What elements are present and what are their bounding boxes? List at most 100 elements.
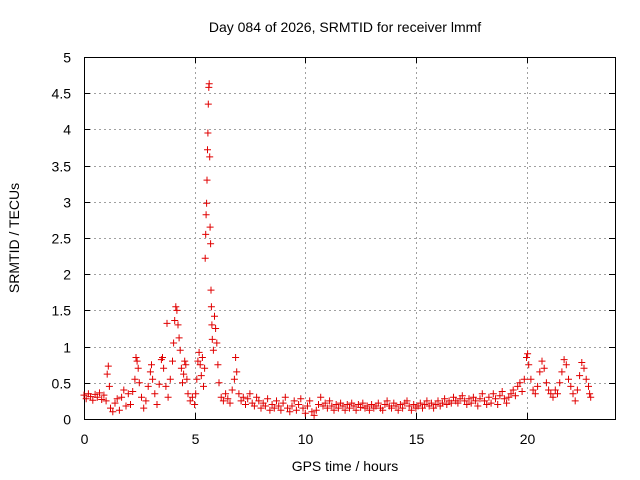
data-point <box>111 399 119 407</box>
data-point <box>315 401 322 408</box>
data-point <box>98 396 106 403</box>
data-point <box>124 390 132 398</box>
data-point <box>434 397 442 405</box>
y-tick-label: 0 <box>63 412 71 428</box>
y-tick-label: 3 <box>63 195 71 211</box>
data-point <box>483 401 491 408</box>
data-point <box>516 379 524 387</box>
data-point <box>527 375 535 383</box>
data-point <box>447 399 455 407</box>
data-point <box>565 375 572 383</box>
data-point <box>192 390 200 398</box>
data-point <box>343 401 351 408</box>
y-tick-label: 2 <box>63 267 71 283</box>
data-point <box>233 368 241 376</box>
y-tick-label: 3.5 <box>52 159 72 175</box>
data-point <box>383 397 391 405</box>
data-point <box>202 230 210 238</box>
data-point <box>209 346 217 354</box>
data-point <box>207 240 215 248</box>
data-point <box>109 408 117 416</box>
data-point <box>281 393 289 401</box>
data-points <box>80 80 595 419</box>
data-point <box>478 390 486 398</box>
data-point <box>115 406 123 414</box>
data-point <box>142 397 150 405</box>
data-point <box>228 386 236 394</box>
data-point <box>573 386 581 394</box>
data-point <box>202 211 210 219</box>
data-point <box>551 386 559 394</box>
data-point <box>253 393 261 401</box>
data-point <box>237 397 245 405</box>
data-point <box>163 319 171 327</box>
data-point <box>352 406 360 414</box>
data-point <box>525 361 533 369</box>
data-point <box>524 350 532 358</box>
data-point <box>159 354 166 361</box>
data-point <box>203 176 211 184</box>
data-point <box>226 399 234 407</box>
data-point <box>264 395 272 403</box>
data-point <box>186 397 194 405</box>
data-point <box>279 399 287 407</box>
data-point <box>332 401 340 408</box>
data-point <box>144 382 152 390</box>
data-point <box>133 357 141 365</box>
data-point <box>127 401 134 408</box>
data-point <box>120 386 128 394</box>
data-point <box>540 364 548 372</box>
data-point <box>580 364 588 372</box>
data-point <box>536 368 544 376</box>
data-point <box>284 404 291 412</box>
y-tick-label: 4 <box>63 122 71 138</box>
data-point <box>374 399 382 407</box>
y-tick-label: 1 <box>63 340 71 356</box>
data-point <box>500 395 508 403</box>
data-point <box>201 254 209 262</box>
y-tick-label: 4.5 <box>52 86 72 102</box>
y-tick-label: 2.5 <box>52 231 72 247</box>
data-point <box>578 359 586 366</box>
data-point <box>489 390 497 398</box>
data-point <box>235 390 243 398</box>
x-tick-label: 15 <box>409 431 425 447</box>
data-point <box>172 303 180 311</box>
data-point <box>567 382 575 390</box>
data-point <box>222 390 230 398</box>
grid-layer <box>84 57 615 419</box>
data-point <box>255 397 263 405</box>
data-point <box>257 404 265 412</box>
data-point <box>164 393 172 401</box>
data-point <box>576 372 584 380</box>
data-point <box>562 361 570 369</box>
data-point <box>405 402 413 410</box>
data-point <box>472 397 480 405</box>
data-point <box>191 401 199 408</box>
data-point <box>467 399 475 407</box>
data-point <box>441 395 449 403</box>
data-point <box>208 321 216 329</box>
data-point <box>498 388 506 395</box>
data-point <box>217 393 225 401</box>
data-point <box>379 406 387 414</box>
data-point <box>476 395 484 403</box>
data-point <box>151 390 159 398</box>
data-point <box>194 357 202 365</box>
data-point <box>542 379 550 387</box>
data-point <box>487 399 495 407</box>
data-point <box>407 406 415 414</box>
data-point <box>558 368 566 376</box>
data-point <box>496 392 504 400</box>
data-point <box>292 406 300 414</box>
data-point <box>138 393 145 401</box>
data-point <box>326 397 334 405</box>
data-point <box>198 354 206 361</box>
data-point <box>312 406 320 414</box>
data-point <box>204 129 212 137</box>
data-point <box>146 368 154 376</box>
y-tick-label: 5 <box>63 50 71 66</box>
data-point <box>321 399 329 407</box>
data-point <box>184 390 192 398</box>
